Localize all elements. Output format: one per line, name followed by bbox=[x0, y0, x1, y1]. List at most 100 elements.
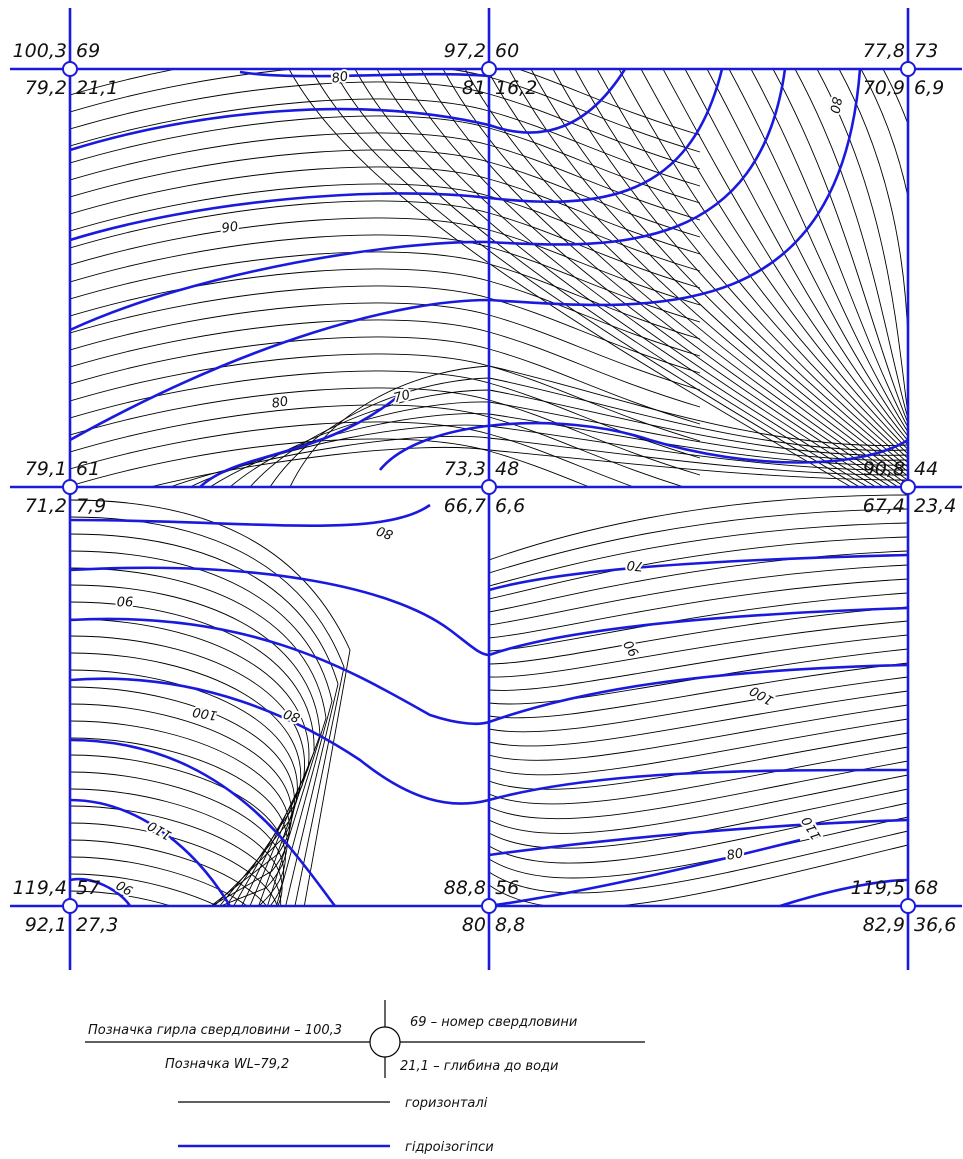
contour-label: 70 bbox=[626, 557, 644, 573]
contour bbox=[489, 635, 908, 690]
well-water-level: 70,9 bbox=[863, 77, 905, 99]
contour bbox=[70, 568, 326, 930]
well-elevation: 119,5 bbox=[851, 877, 905, 899]
contour-label: 80 bbox=[826, 96, 844, 115]
well-elevation: 77,8 bbox=[863, 40, 905, 62]
legend: Позначка гирла свердловини – 100,3 69 – … bbox=[85, 1000, 645, 1155]
contour bbox=[489, 691, 908, 746]
well-depth: 23,4 bbox=[914, 495, 956, 517]
well-elevation: 119,4 bbox=[13, 877, 67, 899]
well bbox=[482, 899, 496, 913]
well-depth: 7,9 bbox=[76, 495, 106, 517]
well-elevation: 88,8 bbox=[444, 877, 486, 899]
contour-label: 70 bbox=[392, 388, 412, 407]
contour-label: 80 bbox=[726, 846, 745, 864]
well-number: 68 bbox=[914, 877, 938, 899]
well-number: 48 bbox=[495, 458, 519, 480]
contour bbox=[70, 738, 287, 930]
contour-label: 90 bbox=[117, 593, 134, 608]
well-depth: 16,2 bbox=[495, 77, 537, 99]
contour-label: 100 bbox=[747, 682, 776, 707]
legend-depth: 21,1 – глибина до води bbox=[400, 1059, 559, 1074]
well-elevation: 73,3 bbox=[444, 458, 486, 480]
well bbox=[482, 62, 496, 76]
well-water-level: 82,9 bbox=[863, 914, 905, 936]
contour bbox=[290, 366, 908, 487]
contour bbox=[70, 619, 309, 930]
well-number: 56 bbox=[495, 877, 519, 899]
contour bbox=[70, 585, 320, 930]
contour bbox=[70, 551, 332, 930]
contour bbox=[908, 69, 963, 388]
contour bbox=[729, 69, 908, 432]
well-number: 44 bbox=[914, 458, 938, 480]
contour bbox=[553, 69, 908, 467]
legend-water-level: Позначка WL–79,2 bbox=[165, 1057, 289, 1072]
contour-label: 80 bbox=[282, 705, 303, 725]
contour bbox=[839, 69, 909, 410]
well-number: 69 bbox=[76, 40, 100, 62]
contour bbox=[489, 719, 908, 775]
well bbox=[63, 899, 77, 913]
contour bbox=[489, 551, 908, 612]
contour bbox=[489, 565, 908, 625]
contour bbox=[489, 607, 908, 664]
well-elevation: 90,8 bbox=[863, 458, 905, 480]
well-depth: 6,9 bbox=[914, 77, 944, 99]
contour bbox=[70, 704, 292, 930]
contour-label: 110 bbox=[799, 813, 824, 842]
well-water-level: 66,7 bbox=[444, 495, 486, 517]
contour bbox=[908, 69, 963, 392]
contour bbox=[685, 69, 908, 441]
contour-label: 80 bbox=[375, 522, 396, 542]
contour bbox=[751, 69, 908, 428]
contour bbox=[489, 705, 908, 760]
contour-label: 80 bbox=[271, 394, 290, 412]
well-water-level: 80 bbox=[462, 914, 486, 936]
contour bbox=[489, 579, 908, 638]
contour bbox=[795, 69, 908, 419]
well-depth: 8,8 bbox=[495, 914, 525, 936]
well bbox=[901, 480, 915, 494]
well-number: 60 bbox=[495, 40, 519, 62]
contour bbox=[489, 831, 908, 893]
contour bbox=[489, 621, 908, 677]
contour bbox=[70, 823, 279, 973]
well-depth: 21,1 bbox=[76, 77, 118, 99]
well-depth: 36,6 bbox=[914, 914, 956, 936]
map: 100,36979,221,197,2608116,277,87370,96,9… bbox=[0, 0, 963, 1159]
contour bbox=[905, 69, 949, 397]
well-water-level: 67,4 bbox=[863, 495, 905, 517]
contour-label: 80 bbox=[331, 69, 350, 87]
well-water-level: 81 bbox=[462, 77, 486, 99]
contour bbox=[289, 69, 908, 520]
contour-label: 100 bbox=[191, 703, 218, 722]
well-number: 57 bbox=[76, 877, 100, 899]
contour bbox=[70, 687, 294, 930]
well-depth: 6,6 bbox=[495, 495, 525, 517]
contour bbox=[489, 845, 908, 908]
well-elevation: 79,1 bbox=[25, 458, 67, 480]
contour bbox=[489, 495, 908, 560]
contour bbox=[908, 69, 963, 384]
well-water-level: 71,2 bbox=[25, 495, 67, 517]
contour bbox=[70, 653, 301, 930]
contour-label: 110 bbox=[145, 817, 174, 842]
contour bbox=[355, 69, 908, 507]
legend-hydroisohypses: гідроізогіпси bbox=[405, 1140, 494, 1155]
well bbox=[63, 62, 77, 76]
well-number: 61 bbox=[76, 458, 100, 480]
well-elevation: 97,2 bbox=[444, 40, 486, 62]
well-number: 73 bbox=[914, 40, 938, 62]
contour bbox=[70, 602, 314, 930]
well bbox=[901, 62, 915, 76]
contour bbox=[597, 69, 908, 458]
contour bbox=[70, 405, 700, 492]
contour bbox=[489, 733, 908, 789]
well bbox=[482, 480, 496, 494]
legend-contours: горизонталі bbox=[405, 1096, 488, 1111]
contour bbox=[861, 69, 919, 406]
legend-elevation: Позначка гирла свердловини – 100,3 bbox=[88, 1023, 342, 1038]
contour bbox=[230, 402, 908, 487]
well-water-level: 79,2 bbox=[25, 77, 67, 99]
